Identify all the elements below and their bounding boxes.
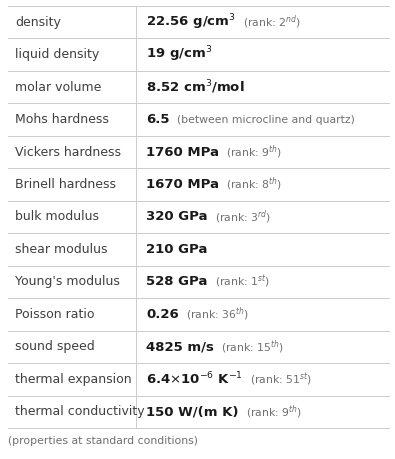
Text: Mohs hardness: Mohs hardness xyxy=(15,113,109,126)
Text: 210 GPa: 210 GPa xyxy=(146,243,208,256)
Text: (properties at standard conditions): (properties at standard conditions) xyxy=(8,436,198,446)
Text: (rank: 36$^{th}$): (rank: 36$^{th}$) xyxy=(186,306,249,323)
Text: (rank: 15$^{th}$): (rank: 15$^{th}$) xyxy=(221,338,284,356)
Text: density: density xyxy=(15,16,61,29)
Text: Vickers hardness: Vickers hardness xyxy=(15,146,121,158)
Text: 0.26: 0.26 xyxy=(146,308,179,321)
Text: Brinell hardness: Brinell hardness xyxy=(15,178,116,191)
Text: bulk modulus: bulk modulus xyxy=(15,211,99,224)
Text: (rank: 2$^{nd}$): (rank: 2$^{nd}$) xyxy=(243,13,301,31)
Text: (between microcline and quartz): (between microcline and quartz) xyxy=(177,115,355,124)
Text: 8.52 cm$^3$/mol: 8.52 cm$^3$/mol xyxy=(146,78,245,96)
Text: (rank: 8$^{th}$): (rank: 8$^{th}$) xyxy=(226,176,282,193)
Text: thermal expansion: thermal expansion xyxy=(15,373,132,386)
Text: 1760 MPa: 1760 MPa xyxy=(146,146,219,158)
Text: (rank: 51$^{st}$): (rank: 51$^{st}$) xyxy=(250,371,312,387)
Text: 150 W/(m K): 150 W/(m K) xyxy=(146,405,239,418)
Text: 1670 MPa: 1670 MPa xyxy=(146,178,219,191)
Text: 528 GPa: 528 GPa xyxy=(146,275,208,288)
Text: shear modulus: shear modulus xyxy=(15,243,107,256)
Text: 6.5: 6.5 xyxy=(146,113,170,126)
Text: 22.56 g/cm$^3$: 22.56 g/cm$^3$ xyxy=(146,12,236,32)
Text: (rank: 9$^{th}$): (rank: 9$^{th}$) xyxy=(246,403,302,420)
Text: (rank: 1$^{st}$): (rank: 1$^{st}$) xyxy=(214,274,270,290)
Text: liquid density: liquid density xyxy=(15,48,99,61)
Text: Poisson ratio: Poisson ratio xyxy=(15,308,94,321)
Text: (rank: 9$^{th}$): (rank: 9$^{th}$) xyxy=(226,143,282,161)
Text: 320 GPa: 320 GPa xyxy=(146,211,208,224)
Text: 19 g/cm$^3$: 19 g/cm$^3$ xyxy=(146,45,213,65)
Text: 6.4$\times$10$^{-6}$ K$^{-1}$: 6.4$\times$10$^{-6}$ K$^{-1}$ xyxy=(146,371,243,387)
Text: molar volume: molar volume xyxy=(15,81,102,94)
Text: (rank: 3$^{rd}$): (rank: 3$^{rd}$) xyxy=(215,208,271,226)
Text: thermal conductivity: thermal conductivity xyxy=(15,405,145,418)
Text: Young's modulus: Young's modulus xyxy=(15,275,120,288)
Text: sound speed: sound speed xyxy=(15,340,95,353)
Text: 4825 m/s: 4825 m/s xyxy=(146,340,214,353)
